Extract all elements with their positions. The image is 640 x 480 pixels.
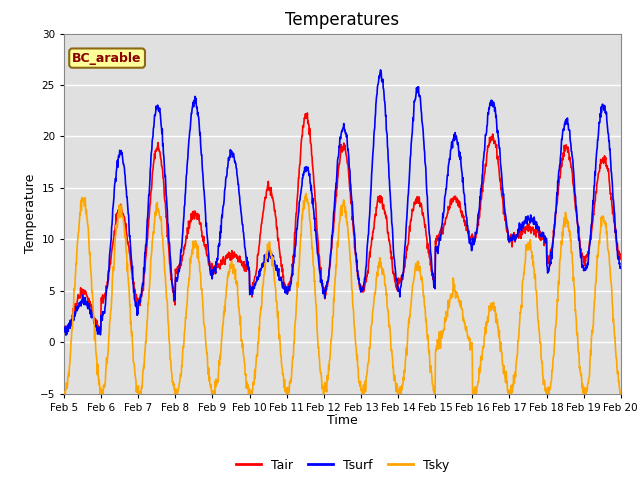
- Tsurf: [552, 209, 559, 215]
- Tair: [617, 256, 625, 262]
- Tsky: [184, 283, 192, 289]
- Y-axis label: Temperature: Temperature: [24, 174, 37, 253]
- Tsurf: [502, 219, 510, 225]
- Tair: [62, 331, 70, 337]
- Text: BC_arable: BC_arable: [72, 51, 142, 65]
- Tair: [303, 110, 311, 116]
- Tsky: [429, 388, 437, 394]
- Tair: [60, 324, 68, 330]
- Tsurf: [171, 296, 179, 302]
- Tsky: [99, 399, 107, 405]
- Tair: [502, 225, 510, 230]
- Tair: [429, 275, 437, 280]
- Line: Tair: Tair: [64, 113, 621, 334]
- Tsky: [60, 390, 68, 396]
- Tsurf: [184, 147, 192, 153]
- Tsurf: [617, 264, 625, 270]
- Tair: [184, 230, 192, 236]
- Tsurf: [246, 283, 254, 289]
- Tsky: [171, 388, 179, 394]
- Tair: [246, 286, 254, 291]
- Tsurf: [377, 67, 385, 72]
- Tsky: [246, 392, 254, 398]
- Line: Tsky: Tsky: [64, 193, 621, 402]
- Line: Tsurf: Tsurf: [64, 70, 621, 335]
- Tsurf: [62, 332, 70, 338]
- Tsurf: [429, 277, 437, 283]
- Tsky: [552, 324, 559, 330]
- Tsurf: [60, 329, 68, 335]
- Tsky: [502, 369, 510, 374]
- X-axis label: Time: Time: [327, 414, 358, 427]
- Tsky: [617, 390, 625, 396]
- Tsky: [302, 191, 310, 196]
- Tair: [171, 298, 179, 303]
- Tair: [552, 215, 559, 220]
- Title: Temperatures: Temperatures: [285, 11, 399, 29]
- Legend: Tair, Tsurf, Tsky: Tair, Tsurf, Tsky: [231, 454, 454, 477]
